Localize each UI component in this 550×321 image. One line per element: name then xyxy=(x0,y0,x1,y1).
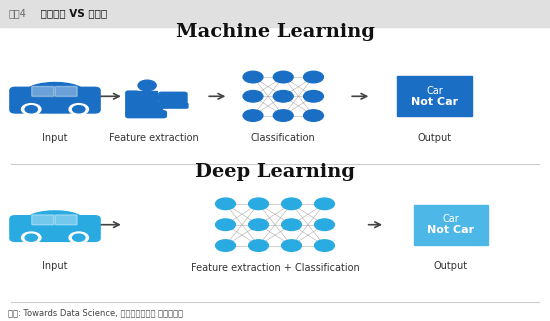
FancyBboxPatch shape xyxy=(397,76,472,117)
FancyBboxPatch shape xyxy=(414,205,488,245)
Text: Feature extraction: Feature extraction xyxy=(109,133,199,143)
Circle shape xyxy=(216,198,235,210)
Text: Feature extraction + Classification: Feature extraction + Classification xyxy=(191,263,359,273)
Circle shape xyxy=(216,219,235,230)
Text: 머신러닝 VS 딥러닝: 머신러닝 VS 딥러닝 xyxy=(37,9,108,19)
FancyBboxPatch shape xyxy=(10,87,100,113)
Text: Car: Car xyxy=(443,214,459,224)
Text: Deep Learning: Deep Learning xyxy=(195,163,355,181)
FancyBboxPatch shape xyxy=(10,216,100,241)
Circle shape xyxy=(249,219,268,230)
Text: Not Car: Not Car xyxy=(427,225,475,236)
Text: Machine Learning: Machine Learning xyxy=(175,23,375,41)
Circle shape xyxy=(273,110,293,121)
Text: Car: Car xyxy=(426,85,443,96)
Text: Output: Output xyxy=(434,261,468,272)
Circle shape xyxy=(73,106,85,113)
Circle shape xyxy=(69,232,89,243)
Circle shape xyxy=(25,234,37,241)
Circle shape xyxy=(304,110,323,121)
FancyBboxPatch shape xyxy=(156,103,188,108)
FancyBboxPatch shape xyxy=(159,92,187,106)
Text: Classification: Classification xyxy=(251,133,316,143)
Circle shape xyxy=(282,219,301,230)
FancyBboxPatch shape xyxy=(32,215,54,225)
Text: Not Car: Not Car xyxy=(411,97,458,107)
Polygon shape xyxy=(157,96,176,102)
Circle shape xyxy=(243,71,263,83)
Circle shape xyxy=(273,71,293,83)
Ellipse shape xyxy=(26,211,84,229)
Text: Input: Input xyxy=(42,133,68,143)
Ellipse shape xyxy=(26,82,84,101)
Circle shape xyxy=(249,198,268,210)
FancyBboxPatch shape xyxy=(55,215,77,225)
Circle shape xyxy=(282,198,301,210)
Polygon shape xyxy=(137,108,162,114)
Circle shape xyxy=(21,104,41,115)
Text: 그림4: 그림4 xyxy=(8,9,26,19)
FancyBboxPatch shape xyxy=(55,86,77,96)
Circle shape xyxy=(304,71,323,83)
Circle shape xyxy=(73,234,85,241)
FancyBboxPatch shape xyxy=(32,86,54,96)
Circle shape xyxy=(138,80,156,91)
Circle shape xyxy=(21,232,41,243)
Polygon shape xyxy=(137,91,157,108)
FancyBboxPatch shape xyxy=(126,111,166,118)
Circle shape xyxy=(25,106,37,113)
Circle shape xyxy=(243,110,263,121)
Circle shape xyxy=(315,198,334,210)
Bar xyxy=(0,0,550,27)
Circle shape xyxy=(249,240,268,251)
Text: Input: Input xyxy=(42,261,68,272)
Circle shape xyxy=(304,91,323,102)
Circle shape xyxy=(243,91,263,102)
Circle shape xyxy=(282,240,301,251)
Circle shape xyxy=(273,91,293,102)
Circle shape xyxy=(315,240,334,251)
Circle shape xyxy=(315,219,334,230)
FancyBboxPatch shape xyxy=(126,91,139,115)
Circle shape xyxy=(216,240,235,251)
Text: 자료: Towards Data Science, 메리츠종금증권 리서치센터: 자료: Towards Data Science, 메리츠종금증권 리서치센터 xyxy=(8,308,183,317)
Circle shape xyxy=(69,104,89,115)
Text: Output: Output xyxy=(417,133,452,143)
